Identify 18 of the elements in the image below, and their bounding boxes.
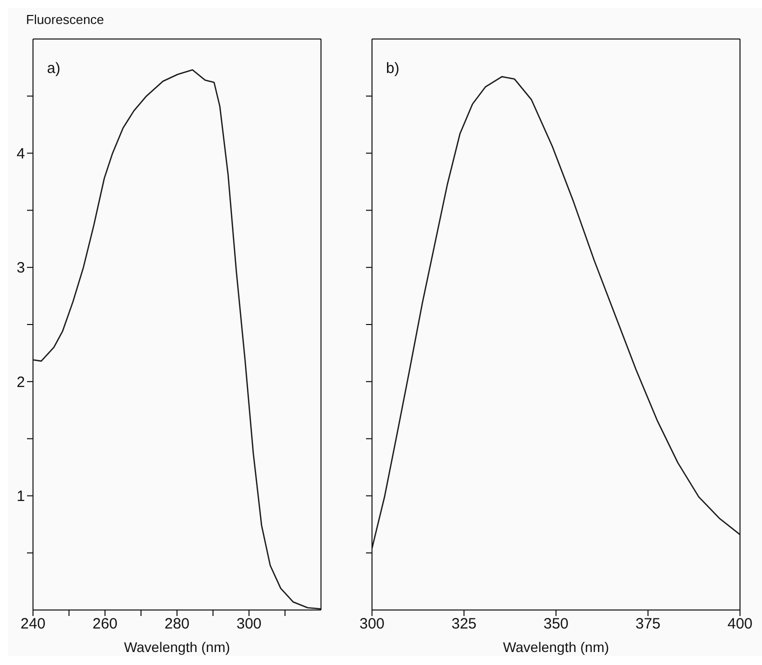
x-axis-title: Wavelength (nm) (502, 639, 610, 655)
x-tick-label: 375 (635, 616, 661, 633)
x-tick-label: 280 (164, 616, 190, 633)
text: b) (386, 60, 400, 77)
x-tick-label: 260 (92, 616, 118, 633)
x-tick-label: 300 (359, 616, 385, 633)
x-tick-label: 325 (451, 616, 477, 633)
text: a) (47, 60, 60, 77)
x-tick-label: 240 (20, 616, 46, 633)
y-tick-label: 2 (16, 374, 25, 391)
y-axis-title: Fluorescence (26, 12, 104, 27)
x-tick-label: 300 (236, 616, 262, 633)
x-axis-title: Wavelength (nm) (124, 639, 230, 655)
x-tick-label: 400 (727, 616, 753, 633)
y-tick-label: 4 (16, 146, 25, 163)
x-tick-label: 350 (543, 616, 569, 633)
y-tick-label: 1 (16, 488, 25, 506)
y-tick-label: 3 (16, 260, 25, 277)
